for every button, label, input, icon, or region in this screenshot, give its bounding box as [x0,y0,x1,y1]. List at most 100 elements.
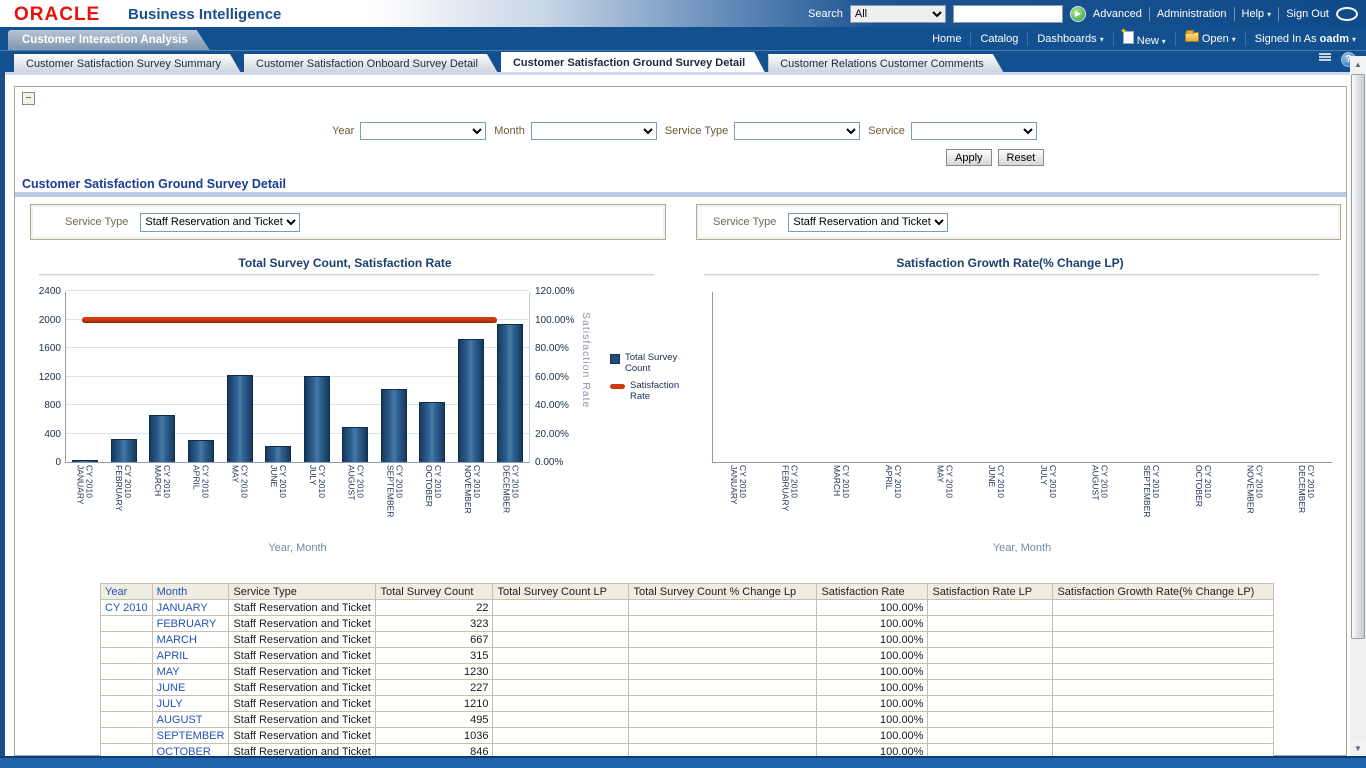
month-cell[interactable]: AUGUST [152,712,229,728]
link-advanced[interactable]: Advanced [1093,8,1142,20]
link-catalog[interactable]: Catalog [980,33,1018,45]
x-label-december: CY 2010 DECEMBER [1280,465,1332,517]
col-header-satisfaction-rate[interactable]: Satisfaction Rate [817,584,928,600]
col-header-service-type[interactable]: Service Type [229,584,376,600]
col-header-total-survey-count[interactable]: Total Survey Count [376,584,493,600]
tab-customer-satisfaction-survey-summary[interactable]: Customer Satisfaction Survey Summary [14,54,241,73]
search-input[interactable] [953,5,1063,23]
filter-select-service-type[interactable] [734,122,860,140]
vertical-scrollbar[interactable]: ▲ ▼ [1350,56,1366,756]
month-cell[interactable]: FEBRUARY [152,616,229,632]
collapse-section-button[interactable]: − [22,92,35,105]
reset-button[interactable]: Reset [998,149,1045,166]
cell [629,712,817,728]
bar-may[interactable] [227,375,253,462]
cell: Staff Reservation and Ticket [229,696,376,712]
y1-tick: 400 [44,429,61,440]
bar-october[interactable] [419,402,445,462]
link-new[interactable]: New▾ [1123,31,1166,47]
scrollbar-thumb[interactable] [1351,74,1365,639]
month-cell[interactable]: MARCH [152,632,229,648]
link-administration[interactable]: Administration [1157,8,1227,20]
cell [493,712,629,728]
bar-september[interactable] [381,389,407,462]
link-help[interactable]: Help▾ [1242,8,1272,20]
filter-label: Month [494,125,525,137]
month-cell[interactable]: JANUARY [152,600,229,616]
month-cell[interactable]: MAY [152,664,229,680]
service-type-select-left[interactable]: Staff Reservation and Ticket [140,213,300,232]
link-sign-out[interactable]: Sign Out [1286,8,1329,20]
search-scope-select[interactable]: All [850,5,946,23]
filter-select-service[interactable] [911,122,1037,140]
cell: 667 [376,632,493,648]
service-type-select-right[interactable]: Staff Reservation and Ticket [788,213,948,232]
x-label-text: CY 2010 JANUARY [75,465,93,517]
bar-february[interactable] [111,439,137,462]
month-cell[interactable]: SEPTEMBER [152,728,229,744]
y2-axis-title: Satisfaction Rate [580,312,592,408]
cell [101,680,153,696]
dashboard-tab-customer-interaction-analysis[interactable]: Customer Interaction Analysis [8,30,210,50]
x-label-text: CY 2010 JUNE [269,465,287,517]
x-label-january: CY 2010 JANUARY [712,465,764,517]
col-header-total-survey-count-change-lp[interactable]: Total Survey Count % Change Lp [629,584,817,600]
bar-august[interactable] [342,427,368,462]
col-header-satisfaction-rate-lp[interactable]: Satisfaction Rate LP [928,584,1053,600]
tab-customer-relations-customer-comments[interactable]: Customer Relations Customer Comments [768,54,1004,73]
filter-select-month[interactable] [531,122,657,140]
cell[interactable]: CY 2010 [101,600,153,616]
bar-july[interactable] [304,376,330,462]
bar-january[interactable] [72,460,98,462]
cell: 495 [376,712,493,728]
x-label-june: CY 2010 JUNE [259,465,298,517]
bar-swatch-icon [610,354,620,364]
x-label-april: CY 2010 APRIL [867,465,919,517]
x-label-february: CY 2010 FEBRUARY [104,465,143,517]
x-label-text: CY 2010 APRIL [884,465,902,517]
chart-legend: Total Survey CountSatisfaction Rate [610,352,682,408]
y2-tick: 60.00% [535,372,569,383]
link-home[interactable]: Home [932,33,961,45]
line-swatch-icon [610,384,625,389]
cell: 1210 [376,696,493,712]
search-go-icon[interactable]: ▶ [1070,6,1086,22]
cell [928,664,1053,680]
page-tabs: Customer Satisfaction Survey SummaryCust… [14,52,1007,73]
link-dashboards[interactable]: Dashboards▾ [1037,33,1103,45]
tab-customer-satisfaction-onboard-survey-detail[interactable]: Customer Satisfaction Onboard Survey Det… [244,54,498,73]
tab-customer-satisfaction-ground-survey-detail[interactable]: Customer Satisfaction Ground Survey Deta… [501,52,765,73]
col-header-month[interactable]: Month [152,584,229,600]
col-header-year[interactable]: Year [101,584,153,600]
page-options-icon[interactable] [1319,53,1335,66]
col-header-satisfaction-growth-rate-change-lp-[interactable]: Satisfaction Growth Rate(% Change LP) [1053,584,1274,600]
bar-june[interactable] [265,446,291,462]
cell [629,664,817,680]
cell [101,616,153,632]
table-row: MARCHStaff Reservation and Ticket667100.… [101,632,1274,648]
satisfaction-rate-line[interactable] [82,317,496,323]
bar-march[interactable] [149,415,175,462]
window-left-edge [0,72,5,756]
signed-in-as[interactable]: Signed In As oadm▾ [1255,33,1356,45]
table-row: AUGUSTStaff Reservation and Ticket495100… [101,712,1274,728]
apply-button[interactable]: Apply [946,149,992,166]
cell [629,696,817,712]
bar-april[interactable] [188,440,214,462]
y2-tick: 80.00% [535,343,569,354]
cell: Staff Reservation and Ticket [229,648,376,664]
col-header-total-survey-count-lp[interactable]: Total Survey Count LP [493,584,629,600]
link-open[interactable]: Open▾ [1185,32,1236,45]
x-label-text: CY 2010 AUGUST [347,465,365,517]
scroll-up-icon[interactable]: ▲ [1350,56,1366,72]
filter-select-year[interactable] [360,122,486,140]
y2-tick: 20.00% [535,429,569,440]
month-cell[interactable]: JULY [152,696,229,712]
month-cell[interactable]: APRIL [152,648,229,664]
cell: 100.00% [817,712,928,728]
cell: Staff Reservation and Ticket [229,616,376,632]
bar-november[interactable] [458,339,484,462]
bar-december[interactable] [497,324,523,462]
scroll-down-icon[interactable]: ▼ [1350,740,1366,756]
month-cell[interactable]: JUNE [152,680,229,696]
